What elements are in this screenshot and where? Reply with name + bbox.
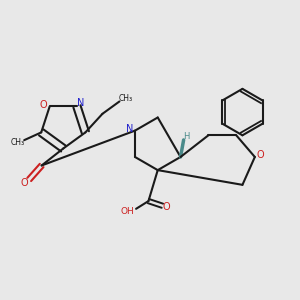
Text: N: N [126,124,133,134]
Text: O: O [256,150,264,161]
Text: H: H [183,132,189,141]
Text: O: O [21,178,28,188]
Text: OH: OH [121,207,134,216]
Text: O: O [39,100,47,110]
Text: O: O [162,202,170,212]
Text: CH₃: CH₃ [118,94,133,103]
Text: CH₃: CH₃ [10,138,24,147]
Text: N: N [77,98,84,108]
